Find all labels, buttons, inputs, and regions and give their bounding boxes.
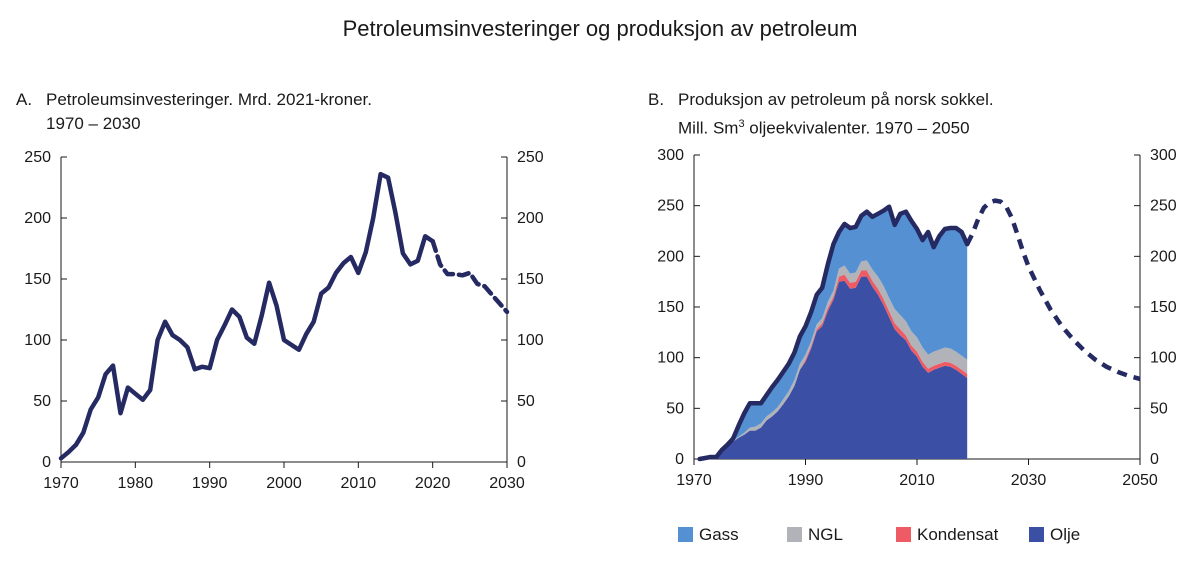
chart-b-projection-line — [965, 198, 1141, 382]
chart-a-xtick-label: 1970 — [43, 475, 79, 492]
chart-a-xtick-label: 1990 — [192, 475, 228, 492]
chart-a-ytick-left-label: 150 — [24, 271, 51, 288]
chart-b-xtick-label: 2050 — [1122, 472, 1158, 489]
chart-a-ytick-left-label: 0 — [42, 454, 51, 471]
chart-a-ytick-right-label: 50 — [517, 393, 535, 410]
chart-a-ytick-right-label: 0 — [517, 454, 526, 471]
legend-label-kondensat: Kondensat — [917, 525, 999, 544]
chart-b-xtick-label: 2030 — [1011, 472, 1047, 489]
panel-b-title-line1: Produksjon av petroleum på norsk sokkel. — [678, 90, 994, 109]
chart-b-ytick-right-label: 250 — [1150, 198, 1177, 215]
figure-title: Petroleumsinvesteringer og produksjon av… — [342, 16, 858, 41]
legend-label-gass: Gass — [699, 525, 739, 544]
panel-a-title-line2: 1970 – 2030 — [46, 114, 141, 133]
chart-a-ytick-left-label: 50 — [33, 393, 51, 410]
chart-b-total-line — [697, 204, 970, 462]
legend-label-olje: Olje — [1050, 525, 1081, 544]
chart-b-ytick-left-label: 0 — [675, 451, 684, 468]
legend-item-olje: Olje — [1029, 525, 1080, 545]
chart-a-ytick-left-label: 100 — [24, 332, 51, 349]
panel-b-title-unit: Mill. Sm — [678, 118, 739, 138]
panel-b-title: B. Produksjon av petroleum på norsk sokke… — [648, 88, 994, 141]
chart-b-ytick-left-label: 200 — [657, 248, 684, 265]
chart-b-ytick-left-label: 300 — [657, 147, 684, 164]
chart-a-xtick-label: 2010 — [341, 475, 377, 492]
chart-a-xtick-label: 2030 — [489, 475, 525, 492]
chart-b-xtick-label: 1970 — [676, 472, 712, 489]
chart-b-xtick-label: 1990 — [788, 472, 824, 489]
chart-b-ytick-right-label: 0 — [1150, 451, 1159, 468]
panel-b-title-rest: oljeekvivalenter. 1970 – 2050 — [744, 118, 970, 138]
chart-a-ytick-right-label: 200 — [517, 210, 544, 227]
chart-b-xtick-label: 2010 — [899, 472, 935, 489]
chart-b-production: 0 0 50 50 100 100 150 150 200 200 250 250 300 300 1970… — [657, 147, 1177, 489]
chart-a-ytick-left-label: 200 — [24, 210, 51, 227]
chart-b-ytick-right-label: 100 — [1150, 350, 1177, 367]
chart-b-ytick-right-label: 200 — [1150, 248, 1177, 265]
panel-b-title-sup: 3 — [738, 118, 745, 130]
panel-b-title-line2: Mill. Sm3 oljeekvivalenter. 1970 – 2050 — [648, 112, 994, 141]
chart-a-line-solid — [58, 171, 435, 461]
legend-item-ngl: NGL — [787, 525, 843, 545]
chart-a-xtick-label: 2020 — [415, 475, 451, 492]
chart-a-investments: 0 0 50 50 100 100 150 150 200 200 250 250 1970 1980 19… — [24, 149, 544, 492]
legend-swatch-ngl — [787, 527, 802, 542]
panel-a-title: A. Petroleumsinvesteringer. Mrd. 2021-kro… — [16, 88, 372, 136]
legend-swatch-kondensat — [896, 527, 911, 542]
chart-a-line-dashed — [430, 238, 510, 315]
chart-b-ytick-left-label: 150 — [657, 299, 684, 316]
panel-a-title-line1: Petroleumsinvesteringer. Mrd. 2021-krone… — [46, 90, 372, 109]
panel-b-letter: B. — [648, 90, 665, 109]
panel-a-letter: A. — [16, 90, 33, 109]
chart-b-ytick-left-label: 250 — [657, 198, 684, 215]
legend-item-gass: Gass — [678, 525, 739, 545]
legend-swatch-olje — [1029, 527, 1044, 542]
chart-b-ytick-right-label: 300 — [1150, 147, 1177, 164]
legend-item-kondensat: Kondensat — [896, 525, 998, 545]
chart-a-ytick-right-label: 150 — [517, 271, 544, 288]
chart-a-ytick-right-label: 100 — [517, 332, 544, 349]
chart-b-ytick-left-label: 100 — [657, 350, 684, 367]
chart-b-area-olje — [699, 276, 968, 459]
chart-b-ytick-right-label: 150 — [1150, 299, 1177, 316]
chart-a-xtick-label: 2000 — [266, 475, 302, 492]
legend-swatch-gass — [678, 527, 693, 542]
chart-b-ytick-right-label: 50 — [1150, 400, 1168, 417]
chart-b-ytick-left-label: 50 — [666, 400, 684, 417]
legend-label-ngl: NGL — [808, 525, 843, 544]
chart-a-ytick-right-label: 250 — [517, 149, 544, 166]
chart-a-xtick-label: 1980 — [118, 475, 154, 492]
chart-a-ytick-left-label: 250 — [24, 149, 51, 166]
